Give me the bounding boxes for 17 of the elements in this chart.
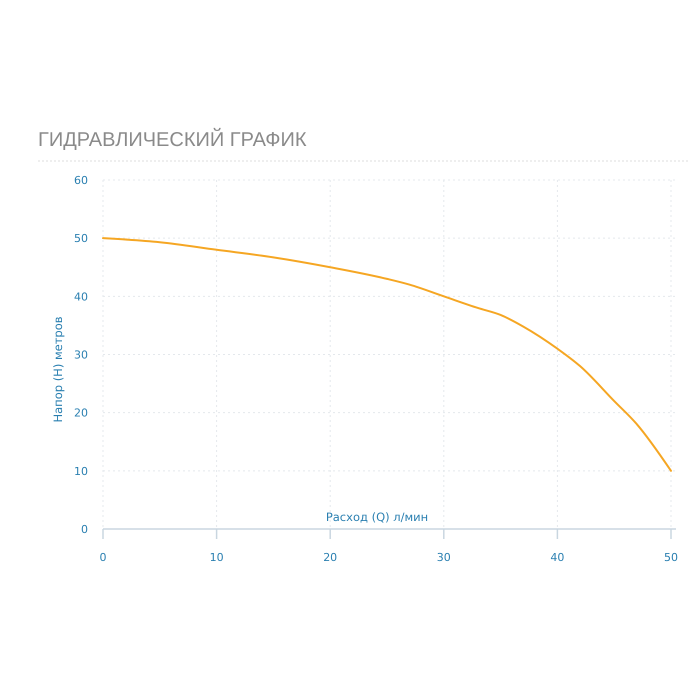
y-tick-label: 0: [81, 523, 88, 536]
y-tick-label: 50: [74, 232, 88, 246]
x-tick-label: 50: [664, 551, 678, 564]
y-axis-title: Напор (H) метров: [51, 316, 65, 423]
x-tick-label: 20: [323, 551, 338, 564]
y-tick-label: 10: [74, 464, 88, 478]
x-tick-label: 30: [436, 551, 451, 564]
chart-title: ГИДРАВЛИЧЕСКИЙ ГРАФИК: [38, 127, 307, 151]
x-axis-title: Расход (Q) л/мин: [326, 510, 428, 524]
y-tick-label: 20: [74, 406, 88, 420]
y-tick-label: 40: [74, 290, 88, 304]
line-series: [102, 237, 672, 472]
x-tick-label: 40: [550, 551, 564, 564]
y-tick-label: 30: [74, 348, 88, 362]
y-tick-label: 60: [74, 174, 88, 187]
x-tick-label: 0: [100, 551, 106, 564]
x-tick-label: 10: [210, 551, 224, 564]
